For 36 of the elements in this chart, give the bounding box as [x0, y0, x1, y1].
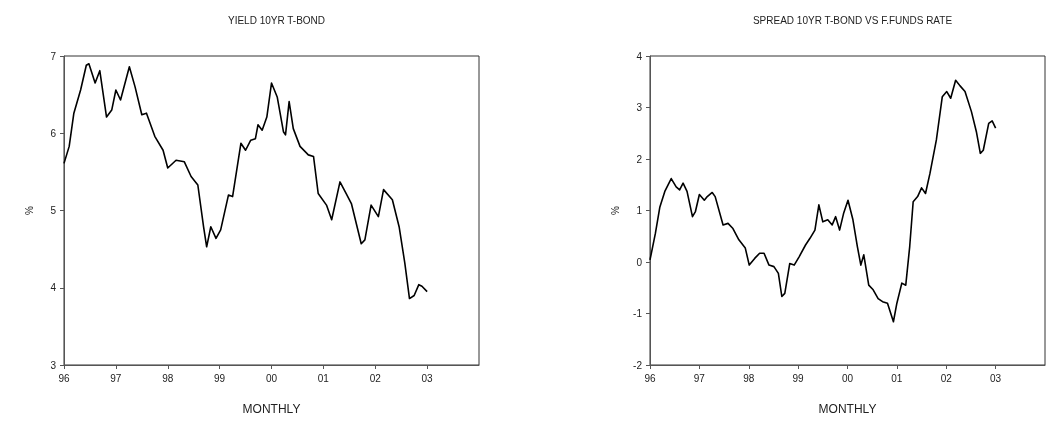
y-tick-label: 3 [636, 102, 643, 113]
y-tick-label: 6 [50, 127, 57, 139]
y-tick-label: 2 [636, 153, 643, 165]
x-tick-label: 02 [369, 372, 382, 384]
y-tick-label: 4 [50, 282, 57, 294]
y-tick-label: 0 [636, 256, 643, 268]
y-tick-label: 1 [636, 205, 643, 216]
y-axis-title: % [23, 205, 35, 215]
x-tick-label: 00 [841, 372, 854, 384]
x-tick-label: 98 [743, 372, 755, 384]
y-tick-label: 4 [636, 50, 643, 62]
x-tick-label: 99 [214, 372, 226, 384]
y-tick-label: 5 [50, 205, 57, 216]
x-tick-label: 99 [792, 372, 805, 384]
chart-title: SPREAD 10YR T-BOND VS F.FUNDS RATE [752, 14, 953, 26]
x-axis-title: MONTHLY [242, 402, 301, 416]
line-series [649, 79, 997, 323]
x-tick-label: 96 [644, 372, 656, 384]
y-tick-label: -2 [633, 359, 643, 371]
y-tick-label: 7 [50, 50, 57, 62]
x-axis-title: MONTHLY [818, 402, 877, 416]
x-tick-label: 97 [693, 372, 706, 384]
y-tick-label: 3 [50, 359, 57, 371]
y-axis-title: % [609, 205, 621, 215]
chart-title: YIELD 10YR T-BOND [227, 14, 326, 26]
x-tick-label: 01 [317, 372, 330, 384]
x-tick-label: 97 [110, 372, 122, 384]
x-tick-label: 03 [990, 372, 1002, 384]
x-tick-label: 98 [162, 372, 174, 384]
x-tick-label: 02 [940, 372, 953, 384]
line-series [63, 62, 428, 300]
x-tick-label: 01 [891, 372, 903, 384]
x-tick-label: 03 [421, 372, 434, 384]
x-tick-label: 96 [58, 372, 70, 384]
y-tick-label: -1 [633, 308, 643, 319]
x-tick-label: 00 [265, 372, 278, 384]
